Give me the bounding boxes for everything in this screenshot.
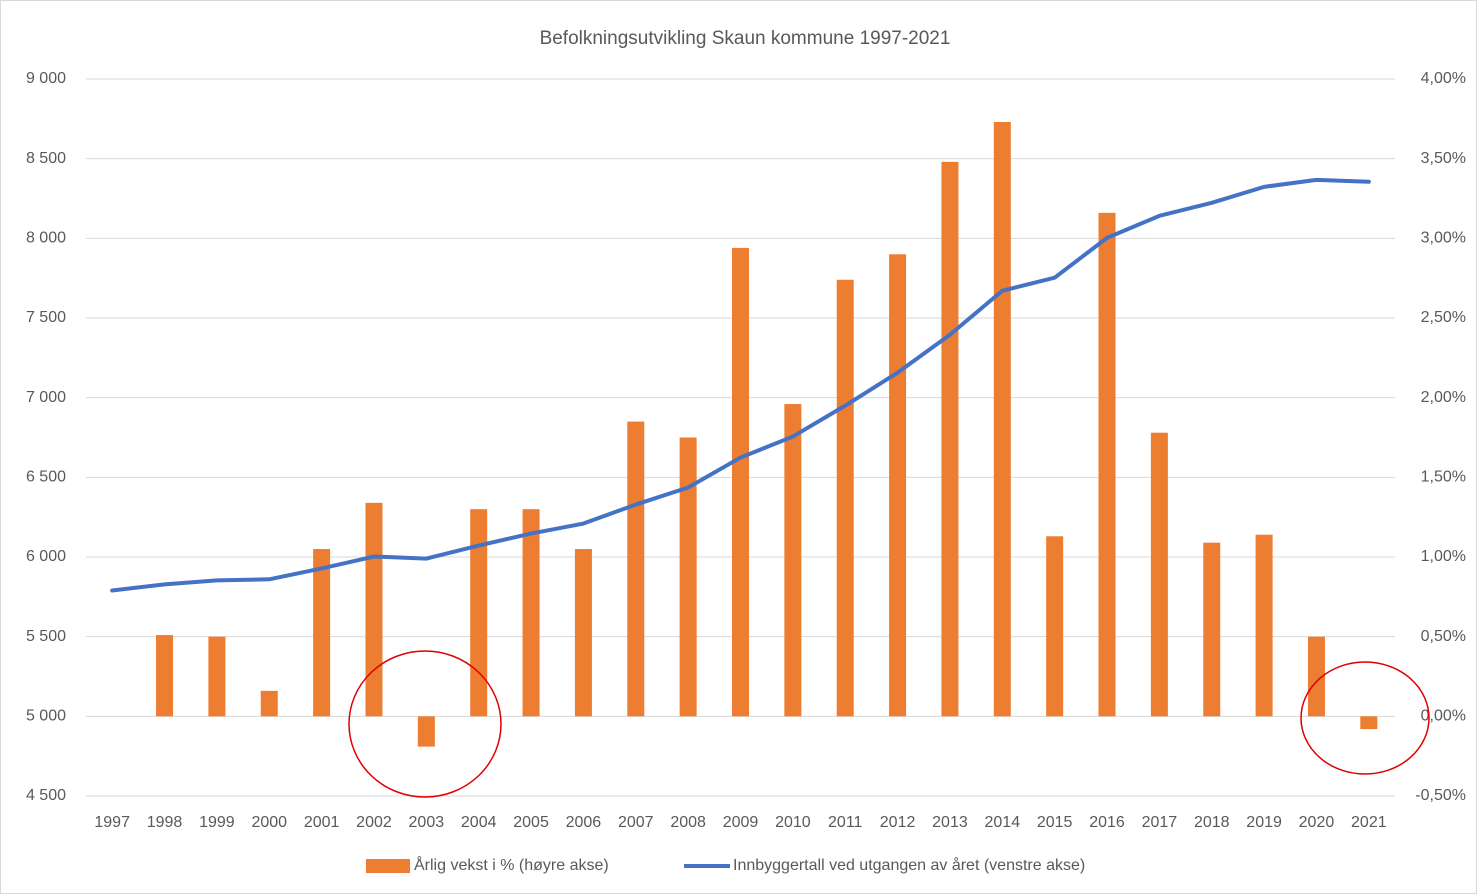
bar [993, 122, 1011, 717]
y2-tick-label: 2,00% [1421, 389, 1466, 406]
x-tick-label: 2010 [775, 814, 811, 831]
y2-tick-label: 3,00% [1421, 230, 1466, 247]
x-tick-label: 2014 [985, 814, 1021, 831]
y2-tick-label: -0,50% [1415, 787, 1466, 804]
x-tick-label: 2000 [251, 814, 287, 831]
bar [1307, 636, 1325, 717]
bar [313, 549, 331, 717]
x-tick-label: 1998 [147, 814, 183, 831]
bar [1360, 716, 1378, 730]
x-tick-label: 2021 [1351, 814, 1387, 831]
x-tick-label: 2012 [880, 814, 916, 831]
x-tick-label: 2006 [566, 814, 602, 831]
bar [260, 690, 278, 717]
plot-area: 4 500 5 000 5 500 6 000 6 500 7 000 7 500 8 000… [26, 70, 1466, 831]
bar [470, 509, 488, 717]
x-tick-label: 2016 [1089, 814, 1125, 831]
y2-tick-label: 1,00% [1421, 548, 1466, 565]
bar [627, 421, 645, 717]
y-tick-label: 5 500 [26, 628, 66, 645]
y-tick-label: 7 500 [26, 309, 66, 326]
bar [522, 509, 540, 717]
x-tick-label: 2003 [409, 814, 445, 831]
bar [365, 502, 383, 717]
legend-swatch [366, 859, 410, 873]
x-tick-label: 2020 [1299, 814, 1335, 831]
x-tick-label: 2007 [618, 814, 654, 831]
y2-tick-label: 1,50% [1421, 469, 1466, 486]
x-tick-label: 1999 [199, 814, 235, 831]
y-tick-label: 9 000 [26, 70, 66, 87]
bar [156, 635, 174, 717]
bar [1203, 542, 1221, 717]
bar [784, 404, 802, 717]
y2-tick-label: 2,50% [1421, 309, 1466, 326]
y-tick-label: 5 000 [26, 708, 66, 725]
x-tick-label: 2005 [513, 814, 549, 831]
y-tick-label: 6 500 [26, 469, 66, 486]
bar [417, 716, 435, 747]
legend-label: Årlig vekst i % (høyre akse) [414, 855, 609, 874]
x-tick-label: 2017 [1142, 814, 1178, 831]
line [110, 177, 1371, 593]
y2-tick-label: 4,00% [1421, 70, 1466, 87]
y2-tick-label: 0,50% [1421, 628, 1466, 645]
y-tick-label: 8 000 [26, 230, 66, 247]
bar [732, 247, 749, 717]
bar [679, 437, 697, 717]
x-tick-label: 2008 [670, 814, 706, 831]
x-tick-label: 2015 [1037, 814, 1073, 831]
y-tick-label: 8 500 [26, 150, 66, 167]
bar [1098, 212, 1116, 717]
highlight-circle [1300, 661, 1430, 775]
x-tick-label: 2019 [1246, 814, 1282, 831]
y-tick-label: 4 500 [26, 787, 66, 804]
x-tick-label: 1997 [94, 814, 130, 831]
bar [574, 549, 592, 717]
x-tick-label: 2001 [304, 814, 340, 831]
x-tick-label: 2011 [828, 814, 863, 831]
y-tick-label: 7 000 [26, 389, 66, 406]
bar [1150, 432, 1168, 717]
x-tick-label: 2009 [723, 814, 759, 831]
bar [889, 254, 907, 717]
bar [836, 279, 854, 717]
bar [1046, 536, 1064, 717]
y2-tick-label: 3,50% [1421, 150, 1466, 167]
legend-label: Innbyggertall ved utgangen av året (vens… [733, 856, 1085, 874]
highlight-circle [348, 650, 502, 798]
bar [1255, 534, 1273, 717]
bar [208, 636, 226, 717]
x-tick-label: 2018 [1194, 814, 1230, 831]
chart-title: Befolkningsutvikling Skaun kommune 1997-… [540, 28, 951, 49]
bar [941, 161, 959, 717]
y-tick-label: 6 000 [26, 548, 66, 565]
y2-tick-label: 0,00% [1421, 708, 1466, 725]
x-tick-label: 2013 [932, 814, 968, 831]
x-tick-label: 2002 [356, 814, 392, 831]
x-tick-label: 2004 [461, 814, 497, 831]
